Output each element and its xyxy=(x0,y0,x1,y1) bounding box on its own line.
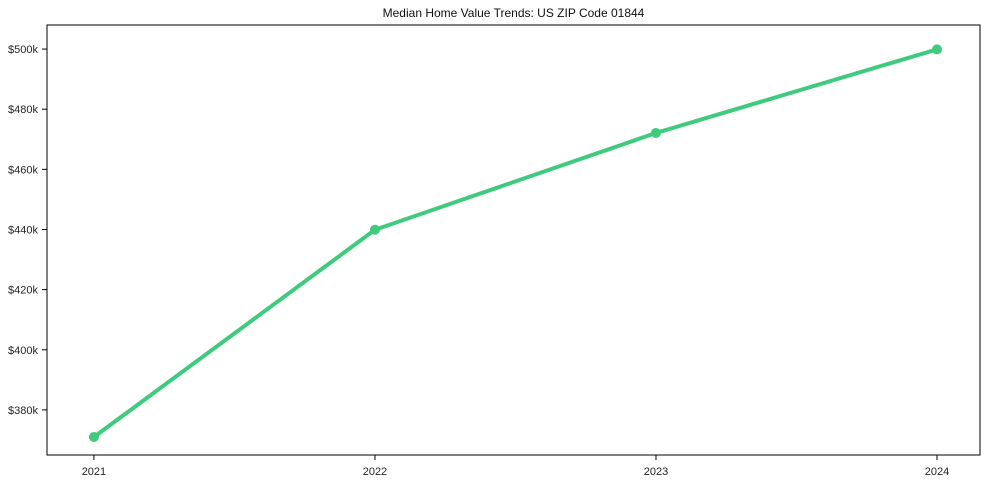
data-point-2024 xyxy=(932,44,943,55)
y-tick-label: $400k xyxy=(8,345,38,357)
chart-title: Median Home Value Trends: US ZIP Code 01… xyxy=(382,6,645,20)
trend-line xyxy=(91,47,940,439)
plot-frame xyxy=(46,24,981,456)
data-point-2021 xyxy=(88,431,99,442)
x-tick-label: 2021 xyxy=(82,466,106,478)
y-tick-label: $460k xyxy=(8,164,38,176)
y-tick-label: $480k xyxy=(8,104,38,116)
x-tick-label: 2022 xyxy=(363,466,387,478)
y-tick-label: $500k xyxy=(8,44,38,56)
x-tick-label: 2023 xyxy=(644,466,668,478)
data-point-2022 xyxy=(369,224,380,235)
y-tick-label: $420k xyxy=(8,285,38,297)
data-point-2023 xyxy=(650,127,661,138)
x-tick-label: 2024 xyxy=(925,466,949,478)
y-tick-label: $440k xyxy=(8,224,38,236)
y-tick-label: $380k xyxy=(8,405,38,417)
